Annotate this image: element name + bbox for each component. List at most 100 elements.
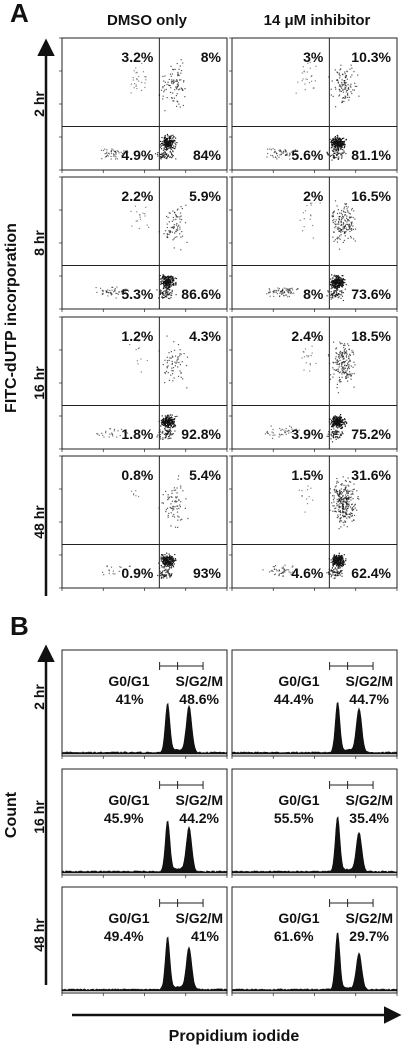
- scatter-point: [172, 561, 175, 564]
- scatter-point: [168, 280, 170, 282]
- scatter-point: [169, 85, 171, 87]
- scatter-point: [337, 284, 339, 286]
- scatter-point: [337, 294, 339, 297]
- scatter-point: [177, 358, 179, 360]
- scatter-point: [273, 566, 276, 568]
- scatter-point: [268, 288, 270, 290]
- scatter-point: [344, 497, 346, 499]
- scatter-point: [171, 289, 173, 291]
- scatter-point: [330, 561, 332, 563]
- scatter-point: [329, 509, 331, 511]
- scatter-point: [348, 366, 350, 369]
- scatter-point: [335, 430, 337, 432]
- scatter-point: [341, 368, 343, 370]
- scatter-point: [331, 296, 333, 298]
- scatter-point: [171, 557, 173, 559]
- scatter-point: [338, 498, 340, 500]
- scatter-point: [180, 376, 182, 378]
- scatter-point: [342, 284, 344, 286]
- scatter-point: [339, 277, 341, 279]
- scatter-point: [342, 141, 344, 143]
- scatter-point: [161, 554, 163, 556]
- scatter-point: [340, 414, 342, 416]
- scatter-point: [175, 137, 177, 139]
- scatter-point: [166, 276, 168, 278]
- scatter-point: [113, 430, 115, 432]
- scatter-point: [346, 513, 348, 515]
- scatter-point: [288, 291, 290, 293]
- scatter-point: [170, 140, 172, 142]
- scatter-point: [285, 287, 287, 289]
- scatter-point: [307, 485, 309, 487]
- scatter-point: [162, 98, 164, 100]
- scatter-point: [270, 425, 272, 427]
- scatter-point: [335, 489, 338, 491]
- scatter-point: [332, 564, 335, 566]
- scatter-point: [335, 562, 337, 565]
- scatter-point: [347, 84, 349, 86]
- scatter-point: [340, 90, 342, 93]
- scatter-point: [163, 286, 165, 288]
- scatter-point: [172, 137, 174, 139]
- scatter-point: [123, 291, 125, 293]
- scatter-point: [165, 574, 168, 576]
- scatter-point: [163, 293, 165, 295]
- scatter-point: [162, 288, 164, 290]
- scatter-point: [172, 426, 174, 428]
- scatter-point: [173, 247, 175, 249]
- scatter-point: [144, 82, 146, 84]
- scatter-point: [346, 489, 348, 491]
- scatter-point: [165, 557, 167, 559]
- percent-label-sg2m: 44.2%: [179, 810, 219, 826]
- scatter-point: [338, 364, 340, 366]
- scatter-point: [184, 507, 186, 509]
- scatter-point: [169, 556, 171, 558]
- scatter-point: [105, 152, 107, 154]
- scatter-point: [334, 139, 336, 141]
- scatter-point: [341, 512, 344, 514]
- scatter-point: [161, 156, 163, 158]
- scatter-point: [338, 142, 340, 144]
- scatter-point: [171, 421, 173, 423]
- scatter-point: [172, 92, 174, 94]
- scatter-point: [116, 286, 118, 288]
- scatter-point: [331, 139, 334, 141]
- scatter-point: [130, 490, 133, 492]
- scatter-point: [343, 100, 345, 102]
- scatter-point: [333, 231, 335, 233]
- scatter-point: [346, 491, 348, 493]
- scatter-point: [335, 283, 337, 285]
- scatter-point: [347, 219, 349, 221]
- scatter-point: [339, 424, 341, 426]
- scatter-point: [165, 291, 167, 293]
- scatter-point: [351, 520, 353, 522]
- scatter-point: [342, 73, 344, 75]
- scatter-point: [349, 506, 351, 508]
- scatter-point: [344, 420, 346, 422]
- scatter-point: [159, 146, 161, 148]
- scatter-point: [344, 224, 347, 226]
- scatter-point: [352, 498, 354, 500]
- scatter-point: [171, 220, 173, 222]
- scatter-point: [97, 433, 99, 435]
- scatter-point: [172, 509, 174, 511]
- scatter-point: [333, 210, 335, 212]
- scatter-point: [339, 564, 341, 566]
- scatter-point: [335, 148, 337, 150]
- scatter-point: [283, 292, 285, 294]
- scatter-point: [332, 557, 334, 559]
- scatter-point: [167, 560, 169, 562]
- scatter-point: [341, 483, 343, 485]
- scatter-point: [333, 571, 335, 574]
- scatter-point: [332, 138, 334, 140]
- quadrant-label-upper-right: 4.3%: [189, 328, 221, 344]
- scatter-point: [339, 511, 341, 513]
- scatter-point: [166, 417, 168, 419]
- scatter-point: [335, 225, 337, 228]
- scatter-point: [169, 562, 171, 565]
- scatter-point: [186, 241, 188, 243]
- scatter-point: [347, 376, 349, 378]
- scatter-point: [162, 561, 165, 563]
- quadrant-label-lower-left: 5.6%: [291, 147, 323, 163]
